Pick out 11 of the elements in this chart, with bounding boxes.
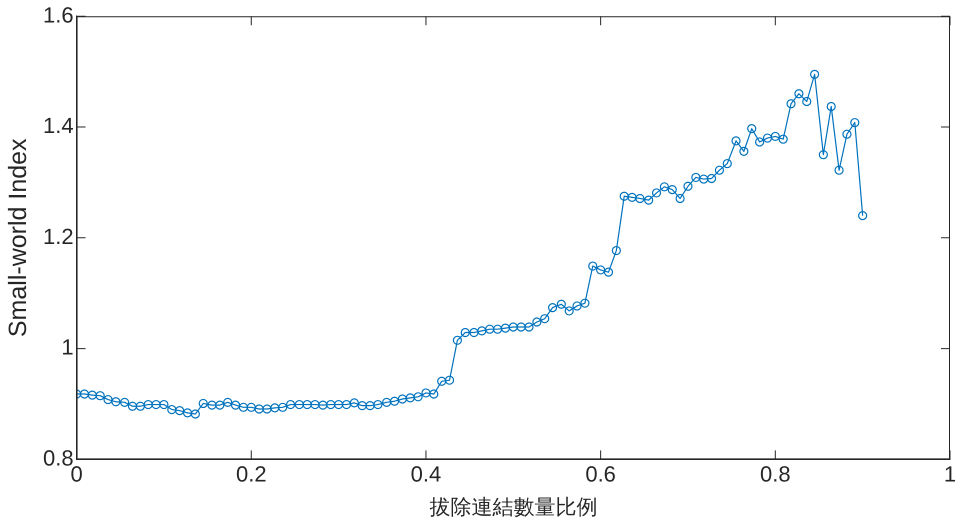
x-axis-title: 拔除連結數量比例 [429,494,598,519]
x-tick-label: 1 [944,462,956,487]
x-tick-label: 0.6 [585,462,616,487]
y-axis-title: Small-world Index [4,138,32,338]
y-tick-label: 1 [61,334,74,360]
x-tick-label: 0.2 [236,462,267,487]
y-tick-label: 1.4 [42,113,74,138]
x-tick-label: 0.4 [410,462,442,487]
x-tick-label: 0.8 [760,462,791,487]
y-tick-label: 1.2 [42,224,74,249]
y-tick-label: 1.6 [42,2,74,28]
